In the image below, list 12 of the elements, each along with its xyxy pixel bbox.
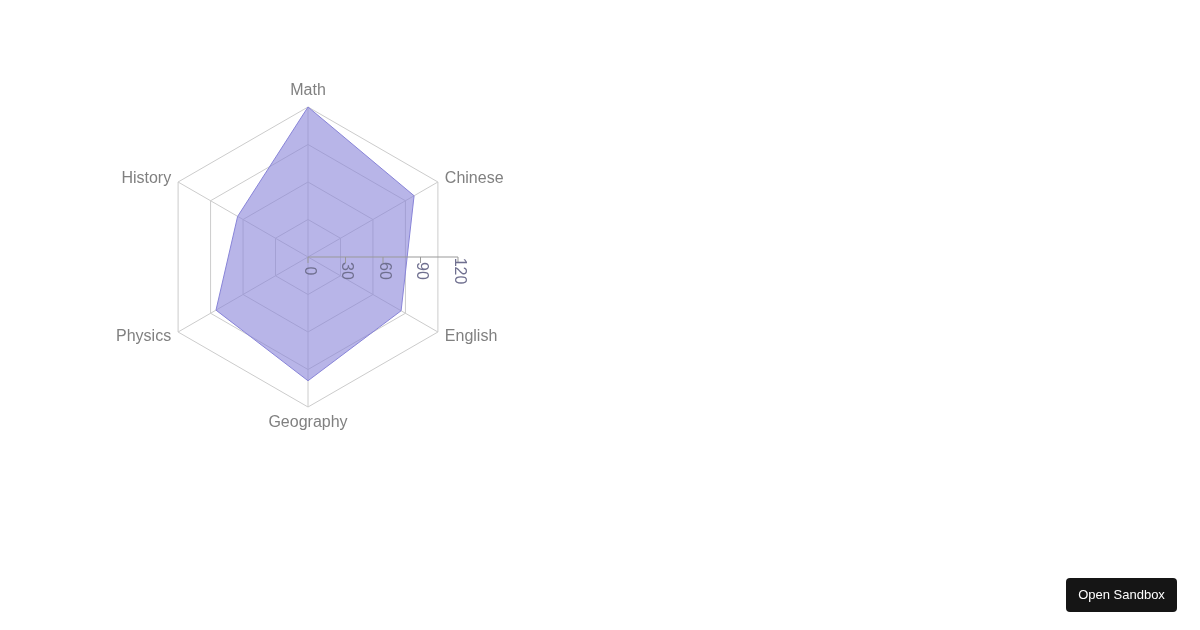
- spoke-label: History: [121, 169, 172, 186]
- y-tick-label: 90: [414, 262, 431, 280]
- y-tick-label: 60: [376, 262, 394, 280]
- y-tick-label: 30: [339, 262, 356, 280]
- y-tick-label: 0: [301, 266, 319, 276]
- spoke-label: English: [444, 327, 498, 344]
- y-tick-label: 120: [451, 257, 469, 285]
- spoke-label: Math: [290, 81, 326, 98]
- spoke-label: Geography: [268, 413, 348, 430]
- spoke-label: Chinese: [444, 169, 504, 186]
- open-button: Open Sandbox: [1066, 578, 1177, 612]
- spoke-label: Physics: [116, 327, 172, 344]
